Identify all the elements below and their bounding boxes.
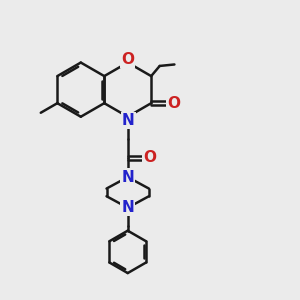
Text: N: N (121, 200, 134, 215)
Text: O: O (143, 150, 156, 165)
Text: N: N (121, 169, 134, 184)
Text: O: O (167, 96, 180, 111)
Text: O: O (121, 52, 134, 67)
Text: N: N (122, 113, 135, 128)
